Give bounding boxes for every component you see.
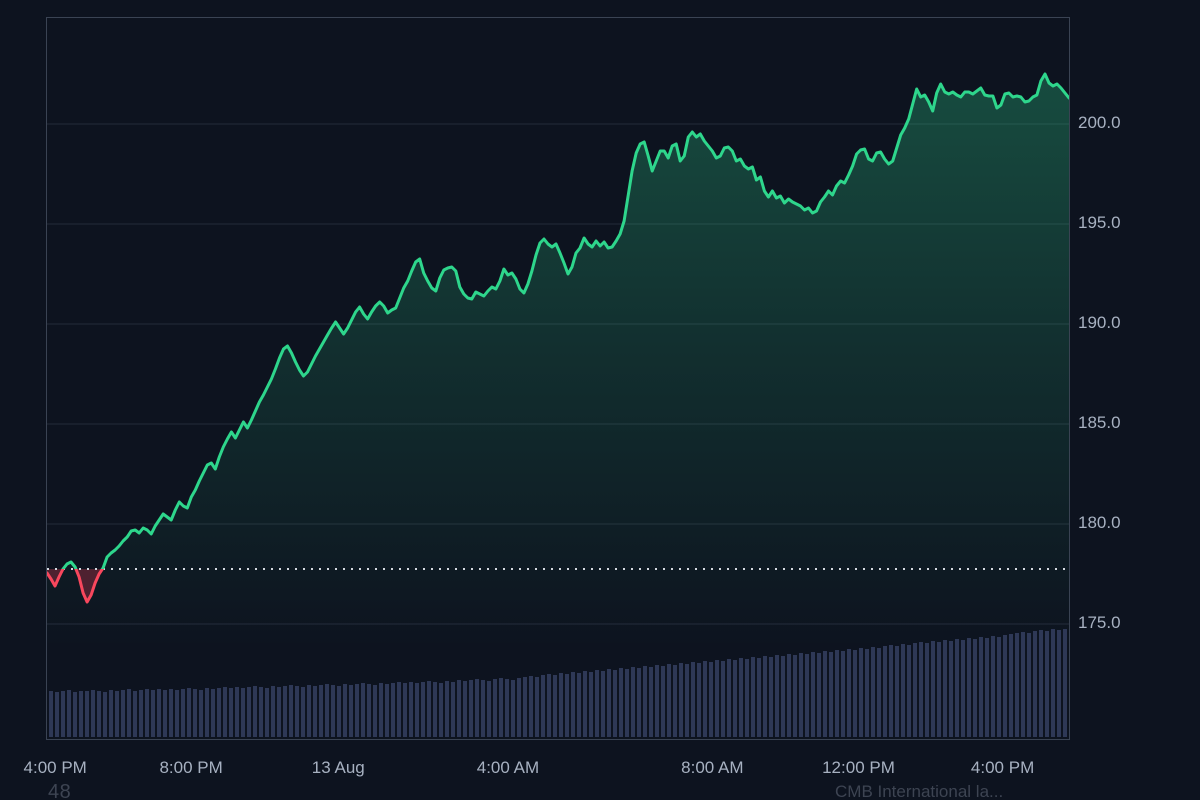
x-axis-tick-label: 4:00 AM (476, 758, 540, 777)
y-axis-tick-label: 200.0 (1078, 113, 1121, 132)
x-axis-tick-label: 12:00 PM (822, 758, 895, 777)
volume-legend-truncated: 48 (48, 781, 72, 800)
x-axis-tick-label: 8:00 PM (159, 758, 223, 777)
x-axis-tick-label: 13 Aug (311, 758, 365, 777)
y-axis-tick-label: 175.0 (1078, 613, 1121, 632)
y-axis-tick-label: 195.0 (1078, 213, 1121, 232)
x-axis-tick-label: 4:00 PM (970, 758, 1035, 777)
price-chart-plot-area[interactable] (46, 17, 1070, 740)
price-line-up (61, 72, 1069, 569)
x-axis-tick-label: 4:00 PM (23, 758, 87, 777)
x-axis-tick-label: 8:00 AM (681, 758, 744, 777)
y-axis-tick-label: 185.0 (1078, 413, 1121, 432)
y-axis-tick-label: 180.0 (1078, 513, 1121, 532)
price-chart-canvas (47, 72, 1069, 738)
price-area-fill (47, 74, 1069, 738)
y-axis-tick-label: 190.0 (1078, 313, 1121, 332)
news-ticker-truncated[interactable]: CMB International la... (835, 782, 1004, 800)
volume-bars (49, 629, 1067, 737)
